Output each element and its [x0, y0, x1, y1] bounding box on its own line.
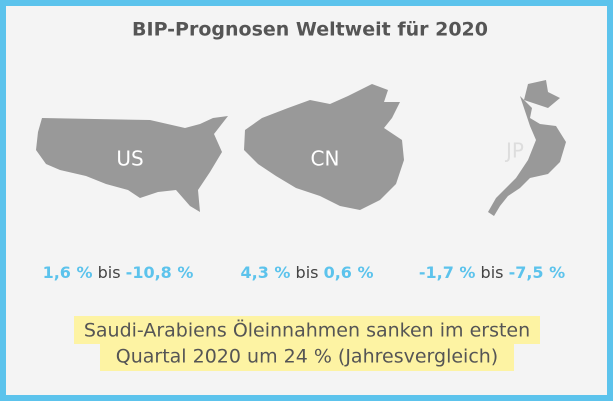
country-label: JP: [504, 139, 524, 163]
country-label: CN: [311, 147, 340, 171]
cn-map: [244, 84, 404, 210]
highlight: [100, 343, 514, 371]
jp-map: [488, 80, 566, 216]
title: BIP-Prognosen Weltweit für 2020: [132, 19, 488, 41]
range-high: -7,5 %: [509, 263, 566, 282]
range-low: 1,6 %: [43, 263, 93, 282]
footer-line: Saudi-Arabiens Öleinnahmen sanken im ers…: [84, 319, 530, 342]
highlight: [74, 316, 540, 344]
range: 1,6 % bis -10,8 %: [43, 263, 194, 282]
range-connector: bis: [98, 263, 121, 282]
range-low: 4,3 %: [240, 263, 290, 282]
country-label: US: [116, 147, 143, 171]
range-low: -1,7 %: [419, 263, 476, 282]
range: -1,7 % bis -7,5 %: [419, 263, 565, 282]
us-map: [36, 116, 228, 212]
range: 4,3 % bis 0,6 %: [240, 263, 373, 282]
range-connector: bis: [481, 263, 504, 282]
range-high: 0,6 %: [324, 263, 374, 282]
footer-line: Quartal 2020 um 24 % (Jahresvergleich): [116, 346, 498, 368]
range-connector: bis: [296, 263, 319, 282]
range-high: -10,8 %: [126, 263, 194, 282]
